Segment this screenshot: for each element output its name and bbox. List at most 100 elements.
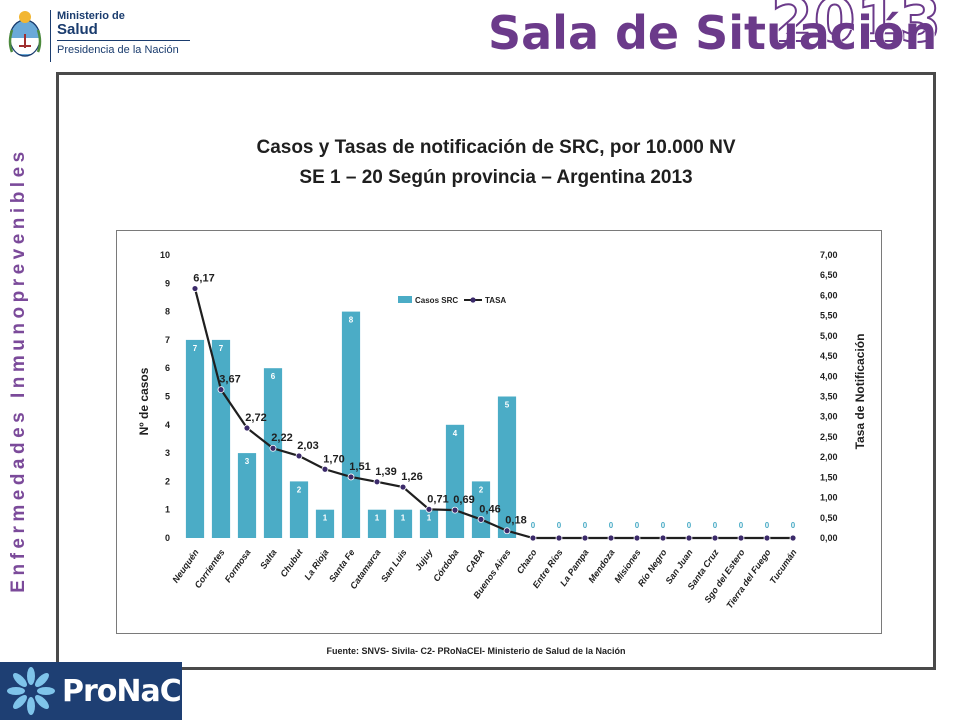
y2-tick-label: 1,50: [820, 472, 838, 482]
legend-line-label: TASA: [485, 296, 506, 305]
y-tick-label: 5: [165, 392, 170, 402]
tasa-point: [191, 285, 199, 292]
bar-value-label: 1: [427, 514, 432, 523]
tasa-point: [529, 534, 537, 542]
bar-value-label: 2: [479, 485, 484, 494]
legend-bar-label: Casos SRC: [415, 296, 458, 305]
x-tick-label: Chaco: [515, 547, 539, 576]
tasa-point: [477, 516, 485, 523]
tasa-value-label: 0,69: [453, 494, 474, 506]
ministry-line3: Presidencia de la Nación: [57, 40, 190, 57]
bar-value-label: 0: [661, 521, 666, 530]
y2-axis-label: Tasa de Notificación: [853, 334, 867, 450]
bar: [497, 396, 517, 538]
y2-tick-label: 6,00: [820, 290, 838, 300]
y2-tick-label: 2,50: [820, 432, 838, 442]
side-label: Enfermedades Inmunoprevenibles: [4, 110, 34, 630]
tasa-value-label: 1,51: [349, 461, 370, 473]
bar-value-label: 8: [349, 316, 354, 325]
side-label-text: Enfermedades Inmunoprevenibles: [8, 147, 29, 593]
tasa-value-label: 6,17: [193, 273, 214, 285]
legend-line-marker: [470, 297, 476, 303]
tasa-value-label: 1,26: [401, 471, 422, 483]
y-tick-label: 1: [165, 505, 170, 515]
tasa-point: [711, 534, 719, 542]
x-tick-label: Salta: [258, 547, 279, 570]
y2-tick-label: 1,00: [820, 493, 838, 503]
tasa-point: [373, 478, 381, 486]
ministry-line2: Salud: [57, 21, 98, 38]
tasa-value-label: 0,46: [479, 503, 500, 515]
bar: [445, 424, 465, 538]
bar-value-label: 1: [375, 514, 380, 523]
y-tick-label: 4: [165, 420, 170, 430]
pronacei-name: ProNaCEI: [62, 674, 211, 709]
bar: [211, 339, 231, 538]
x-tick-label: Formosa: [223, 547, 253, 584]
bar-value-label: 4: [453, 429, 458, 438]
y2-tick-label: 5,00: [820, 331, 838, 341]
legend-bar-swatch: [398, 296, 412, 303]
chart-title-line2: SE 1 – 20 Según provincia – Argentina 20…: [299, 167, 693, 188]
y-tick-label: 8: [165, 307, 170, 317]
x-tick-label: Córdoba: [431, 547, 460, 583]
y2-tick-label: 6,50: [820, 270, 838, 280]
tasa-point: [737, 534, 745, 542]
bar-value-label: 1: [401, 514, 406, 523]
tasa-point: [451, 506, 459, 514]
bar-value-label: 6: [271, 372, 276, 381]
tasa-value-label: 1,39: [375, 466, 396, 478]
ministry-name: Ministerio de Salud Presidencia de la Na…: [50, 10, 190, 62]
x-tick-label: Tucumán: [768, 547, 799, 586]
bar: [315, 509, 335, 538]
bar-value-label: 0: [557, 521, 562, 530]
y2-tick-label: 7,00: [820, 250, 838, 260]
y2-tick-label: 4,50: [820, 351, 838, 361]
y-tick-label: 3: [165, 448, 170, 458]
tasa-value-label: 2,03: [297, 440, 318, 452]
x-tick-label: CABA: [464, 547, 487, 574]
ministry-logo: Ministerio de Salud Presidencia de la Na…: [6, 8, 190, 66]
bar: [185, 339, 205, 538]
tasa-value-label: 0,71: [427, 493, 448, 505]
tasa-value-label: 2,22: [271, 432, 292, 444]
bar-value-label: 0: [531, 521, 536, 530]
tasa-value-label: 0,18: [505, 515, 526, 527]
tasa-line: [193, 288, 793, 540]
y-tick-label: 2: [165, 476, 170, 486]
bar-value-label: 3: [245, 457, 250, 466]
y-tick-label: 0: [165, 533, 170, 543]
bar: [237, 453, 257, 538]
chart-box: [116, 230, 882, 634]
x-tick-label: La Rioja: [302, 547, 330, 581]
tasa-point: [243, 424, 251, 432]
tasa-point: [685, 534, 693, 542]
bar-value-label: 0: [609, 521, 614, 530]
bar-value-label: 0: [687, 521, 692, 530]
y2-tick-label: 3,00: [820, 412, 838, 422]
coat-of-arms-icon: [8, 11, 42, 57]
tasa-point: [425, 505, 433, 513]
bar: [393, 509, 413, 538]
bar-value-label: 0: [713, 521, 718, 530]
bar-value-label: 0: [635, 521, 640, 530]
y-axis-label: Nº de casos: [137, 367, 151, 435]
y2-tick-label: 4,00: [820, 371, 838, 381]
tasa-point: [269, 444, 277, 452]
tasa-point: [607, 534, 615, 542]
y-tick-label: 6: [165, 363, 170, 373]
source-note: Fuente: SNVS- Sivila- C2- PRoNaCEI- Mini…: [326, 646, 626, 656]
bar: [341, 311, 361, 538]
bar-value-label: 0: [765, 521, 770, 530]
chart-title: Casos y Tasas de notificación de SRC, po…: [56, 133, 936, 193]
y-tick-label: 10: [160, 250, 170, 260]
tasa-point: [347, 473, 355, 481]
tasa-point: [763, 534, 771, 542]
tasa-point: [633, 534, 641, 542]
y-tick-label: 7: [165, 335, 170, 345]
bar: [471, 481, 491, 538]
bar: [263, 368, 283, 538]
x-tick-label: Jujuy: [413, 547, 435, 573]
tasa-value-label: 3,67: [219, 374, 240, 386]
y2-tick-label: 0,50: [820, 513, 838, 523]
